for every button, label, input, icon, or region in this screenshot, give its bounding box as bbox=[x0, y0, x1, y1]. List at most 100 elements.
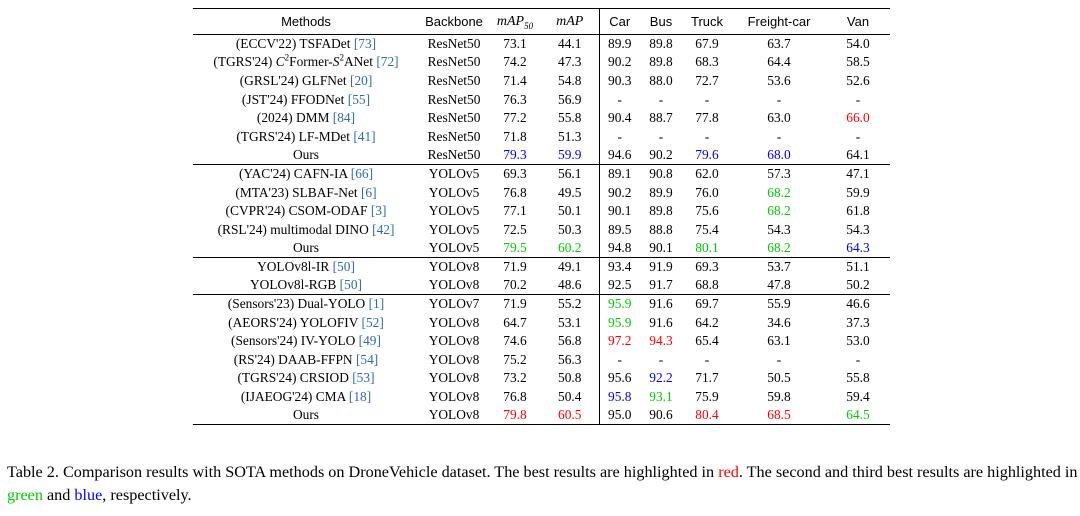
method-name-part: S bbox=[332, 54, 340, 70]
caption-prefix: Table 2. Comparison results with SOTA me… bbox=[7, 463, 719, 481]
method-name: YOLOv8l-RGB bbox=[250, 277, 340, 293]
freight-car-cell: 68.0 bbox=[767, 147, 791, 163]
method-cell: Ours bbox=[193, 239, 419, 258]
table-row: (TGRS'24) C2Former-S2ANet [72] ResNet50 74… bbox=[193, 53, 890, 72]
citation-link[interactable]: [41] bbox=[353, 128, 376, 144]
table-row: Ours YOLOv8 79.8 60.5 95.0 90.6 80.4 68.5 64.5 bbox=[193, 406, 890, 426]
citation-link[interactable]: [18] bbox=[348, 389, 372, 405]
method-cell: (RSL'24) multimodal DINO [42] bbox=[193, 220, 419, 239]
citation-link[interactable]: [42] bbox=[372, 221, 395, 237]
car-cell: 95.9 bbox=[608, 314, 632, 330]
table-row: (CVPR'24) CSOM-ODAF [3] YOLOv5 77.1 50.1 90.… bbox=[193, 201, 890, 221]
map-cell: 53.1 bbox=[541, 313, 600, 332]
car-cell: 95.8 bbox=[608, 389, 632, 405]
map50-cell: 79.3 bbox=[503, 147, 527, 163]
car-cell: 90.2 bbox=[608, 184, 632, 200]
car-cell: 95.6 bbox=[608, 370, 632, 386]
car-cell: 90.1 bbox=[608, 203, 632, 219]
truck-cell: 68.3 bbox=[695, 54, 719, 70]
method-name-superscript: 2 bbox=[339, 52, 344, 63]
freight-car-cell: 34.6 bbox=[767, 314, 791, 330]
map-cell: 59.9 bbox=[541, 146, 600, 165]
car-cell: 92.5 bbox=[608, 277, 632, 293]
citation-link[interactable]: [50] bbox=[339, 277, 362, 293]
method-name: Ours bbox=[292, 407, 320, 423]
van-cell: 54.0 bbox=[846, 36, 870, 52]
header-truck: Truck bbox=[682, 8, 732, 35]
bus-cell: 90.2 bbox=[649, 147, 673, 163]
map50-cell: 69.3 bbox=[489, 164, 541, 184]
method-cell: Ours bbox=[193, 146, 419, 165]
backbone-cell: ResNet50 bbox=[427, 110, 481, 126]
truck-cell: - bbox=[704, 128, 710, 144]
citation-link[interactable]: [84] bbox=[332, 110, 356, 126]
map-cell: 47.3 bbox=[541, 53, 600, 72]
caption-and: and bbox=[42, 486, 75, 504]
citation-link[interactable]: [6] bbox=[360, 184, 377, 200]
citation-link[interactable]: [50] bbox=[332, 259, 355, 275]
van-cell: 46.6 bbox=[826, 294, 890, 314]
method-name: (GRSL'24) GLFNet bbox=[239, 72, 350, 88]
car-cell: 90.3 bbox=[608, 72, 632, 88]
map50-cell: 70.2 bbox=[503, 277, 527, 293]
backbone-cell: YOLOv5 bbox=[428, 184, 480, 200]
citation-link[interactable]: [20] bbox=[349, 72, 373, 88]
table-row: (RS'24) DAAB-FFPN [54] YOLOv8 75.2 56.3 - - - -… bbox=[193, 350, 890, 370]
bus-cell: 89.8 bbox=[649, 54, 673, 70]
truck-cell: 64.2 bbox=[695, 314, 719, 330]
method-name: (RSL'24) multimodal DINO bbox=[217, 221, 373, 237]
citation-link[interactable]: [53] bbox=[352, 370, 375, 386]
van-cell: 64.3 bbox=[846, 240, 870, 256]
header-map50: mAP50 bbox=[489, 8, 541, 35]
method-name: (IJAEOG'24) CMA bbox=[240, 389, 349, 405]
bus-cell: - bbox=[658, 91, 664, 107]
truck-cell: 75.9 bbox=[695, 389, 719, 405]
truck-cell: 76.0 bbox=[695, 184, 719, 200]
map50-cell: 73.1 bbox=[503, 36, 527, 52]
header-methods: Methods bbox=[193, 8, 419, 35]
citation-link[interactable]: [72] bbox=[376, 54, 399, 70]
citation-link[interactable]: [49] bbox=[358, 333, 381, 349]
backbone-cell: ResNet50 bbox=[427, 36, 481, 52]
header-bus: Bus bbox=[640, 8, 682, 35]
backbone-cell: ResNet50 bbox=[427, 128, 481, 144]
bus-cell: 91.7 bbox=[649, 277, 673, 293]
bus-cell: - bbox=[658, 351, 664, 367]
method-cell: (CVPR'24) CSOM-ODAF [3] bbox=[193, 202, 419, 221]
method-cell: (ECCV'22) TSFADet [73] bbox=[193, 35, 419, 54]
citation-link[interactable]: [3] bbox=[370, 203, 387, 219]
method-name: (TGRS'24) LF-MDet bbox=[236, 128, 354, 144]
map-cell: 50.8 bbox=[541, 369, 600, 388]
bus-cell: 91.6 bbox=[640, 294, 682, 314]
truck-cell: - bbox=[704, 91, 710, 107]
map-cell: 60.5 bbox=[541, 406, 600, 426]
citation-link[interactable]: [1] bbox=[368, 296, 385, 312]
table-row: YOLOv8l-IR [50] YOLOv8 71.9 49.1 93.4 91.9 69.… bbox=[193, 257, 890, 277]
citation-link[interactable]: [55] bbox=[347, 91, 371, 107]
table-body: (ECCV'22) TSFADet [73] ResNet50 73.1 44.1 89… bbox=[193, 34, 890, 426]
citation-link[interactable]: [54] bbox=[355, 351, 379, 367]
car-cell: - bbox=[617, 91, 622, 107]
truck-cell: 69.3 bbox=[682, 257, 732, 277]
van-cell: - bbox=[855, 91, 861, 107]
van-cell: 50.2 bbox=[846, 277, 870, 293]
van-cell: 51.1 bbox=[826, 257, 890, 277]
backbone-cell: ResNet50 bbox=[427, 147, 481, 163]
header-backbone: Backbone bbox=[419, 8, 489, 35]
bus-cell: 89.9 bbox=[649, 184, 673, 200]
map50-cell: 71.8 bbox=[503, 128, 527, 144]
method-cell: (2024) DMM [84] bbox=[193, 109, 419, 128]
citation-link[interactable]: [66] bbox=[350, 166, 374, 182]
freight-car-cell: 53.6 bbox=[767, 72, 791, 88]
method-name: (Sensors'24) IV-YOLO bbox=[231, 333, 359, 349]
map-cell: 60.2 bbox=[541, 239, 600, 258]
car-cell: 90.4 bbox=[608, 110, 632, 126]
freight-car-cell: 68.2 bbox=[767, 203, 791, 219]
van-cell: 61.8 bbox=[846, 203, 870, 219]
car-cell: 93.4 bbox=[599, 257, 640, 277]
citation-link[interactable]: [73] bbox=[353, 36, 377, 52]
citation-link[interactable]: [52] bbox=[361, 314, 384, 330]
bus-cell: - bbox=[658, 128, 664, 144]
bus-cell: 88.7 bbox=[649, 110, 673, 126]
car-cell: 89.5 bbox=[608, 221, 632, 237]
